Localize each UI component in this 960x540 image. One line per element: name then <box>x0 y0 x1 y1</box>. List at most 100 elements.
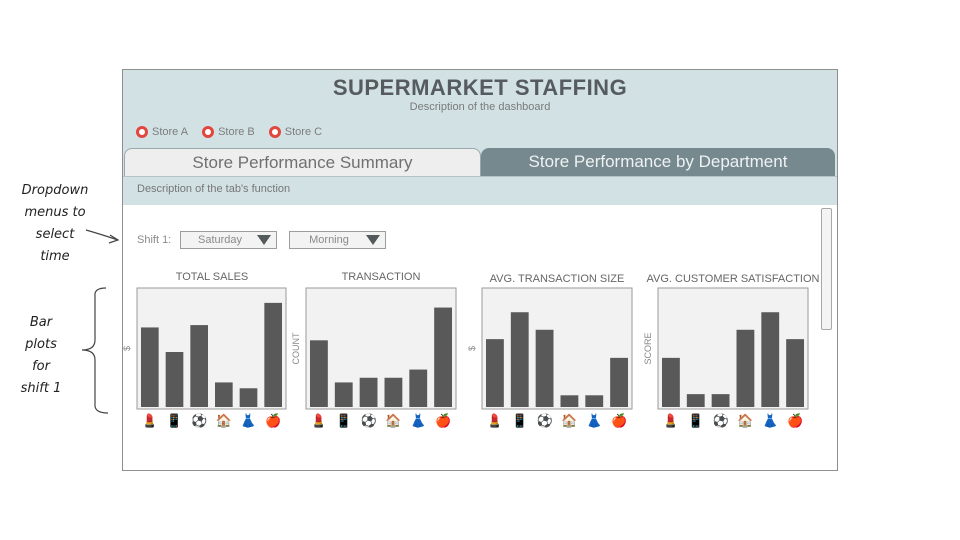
dress-icon: 👗 <box>762 413 778 428</box>
bar <box>215 382 233 407</box>
bar <box>190 325 208 407</box>
shift-label: Shift 1: <box>137 234 172 246</box>
annotation-line: plots <box>25 337 57 352</box>
bar <box>409 369 428 407</box>
annotation-line: shift 1 <box>20 381 62 396</box>
bar <box>510 312 529 407</box>
apple-icon: 🍎 <box>611 412 627 428</box>
annotation-arrowhead <box>108 234 120 244</box>
ball-icon: ⚽ <box>190 413 207 428</box>
store-radio-group: Store A Store B Store C <box>136 126 322 138</box>
time-dropdown[interactable]: Morning <box>289 231 386 249</box>
dashboard-subtitle: Description of the dashboard <box>409 101 551 113</box>
tab-description-bar: Description of the tab's function <box>123 176 837 205</box>
chart-4: AVG. CUSTOMER SATISFACTION SCORE 💄 📱 ⚽ 🏠 👗 🍎 <box>643 273 820 428</box>
home-icon: 🏠 <box>737 413 753 428</box>
bar <box>610 357 628 407</box>
vertical-scrollbar[interactable] <box>821 208 832 330</box>
chart-title: AVG. CUSTOMER SATISFACTION <box>647 273 820 285</box>
home-icon: 🏠 <box>385 413 401 428</box>
bar <box>662 357 680 407</box>
lipstick-icon: 💄 <box>487 412 503 428</box>
home-icon: 🏠 <box>216 413 232 428</box>
bar <box>736 329 755 407</box>
bar <box>264 302 282 407</box>
store-a-radio[interactable]: Store A <box>136 126 188 138</box>
radio-circle-icon <box>202 126 215 138</box>
bar <box>535 329 554 407</box>
dress-icon: 👗 <box>586 413 602 428</box>
phone-icon: 📱 <box>166 413 182 428</box>
tab-store-performance-summary[interactable]: Store Performance Summary <box>124 148 481 176</box>
phone-icon: 📱 <box>688 413 704 428</box>
annotation-line: select <box>35 227 75 242</box>
dress-icon: 👗 <box>240 413 256 428</box>
y-axis-label: $ <box>123 346 132 351</box>
plot-area <box>305 287 457 410</box>
bar <box>686 394 705 407</box>
time-dropdown-value: Morning <box>309 234 349 246</box>
ball-icon: ⚽ <box>535 413 552 428</box>
dress-icon: 👗 <box>410 413 426 428</box>
tab-store-performance-by-department[interactable]: Store Performance by Department <box>481 148 835 176</box>
radio-circle-icon <box>268 126 281 138</box>
annotation-bar-plots: Bar plots for shift 1 <box>6 312 76 400</box>
store-label: Store C <box>284 126 323 138</box>
ball-icon: ⚽ <box>359 413 376 428</box>
tab-description: Description of the tab's function <box>137 183 291 195</box>
annotation-line: time <box>40 249 70 264</box>
bar <box>486 339 504 407</box>
bar <box>786 339 804 407</box>
y-axis-label: SCORE <box>643 332 653 364</box>
bar <box>560 395 579 407</box>
annotation-brace <box>81 287 109 414</box>
annotation-line: Dropdown <box>21 183 89 198</box>
y-axis-label: $ <box>467 346 477 351</box>
plot-area <box>481 287 633 410</box>
lipstick-icon: 💄 <box>142 412 158 428</box>
annotation-line: for <box>32 359 50 374</box>
phone-icon: 📱 <box>336 413 352 428</box>
apple-icon: 🍎 <box>265 412 281 428</box>
bar <box>585 395 604 407</box>
phone-icon: 📱 <box>512 413 528 428</box>
dropdown-arrow-icon <box>366 235 380 245</box>
store-b-radio[interactable]: Store B <box>202 126 255 138</box>
bar <box>165 352 184 407</box>
y-axis-label: COUNT <box>291 332 301 364</box>
chart-title: TRANSACTION <box>342 271 421 283</box>
home-icon: 🏠 <box>561 413 577 428</box>
annotation-dropdown-menus: Dropdown menus to select time <box>12 180 98 268</box>
dashboard-title: SUPERMARKET STAFFING <box>332 75 628 100</box>
plot-area <box>136 287 287 410</box>
bar <box>761 312 780 407</box>
lipstick-icon: 💄 <box>663 412 679 428</box>
bar <box>711 394 730 407</box>
bar <box>434 307 452 407</box>
ball-icon: ⚽ <box>711 413 728 428</box>
chart-1: TOTAL SALES $ 💄 📱 ⚽ 🏠 👗 🍎 <box>123 271 287 428</box>
bar <box>384 377 403 407</box>
store-label: Store A <box>152 126 189 138</box>
plot-area <box>657 287 809 410</box>
chart-3: AVG. TRANSACTION SIZE $ 💄 📱 ⚽ 🏠 👗 🍎 <box>467 273 633 428</box>
dashboard-frame: SUPERMARKET STAFFING Description of the … <box>122 69 838 471</box>
annotation-line: Bar <box>29 315 53 330</box>
chart-2: TRANSACTION COUNT 💄 📱 ⚽ 🏠 👗 🍎 <box>291 271 457 428</box>
bar <box>141 327 159 407</box>
bar <box>334 382 353 407</box>
apple-icon: 🍎 <box>787 412 803 428</box>
lipstick-icon: 💄 <box>311 412 327 428</box>
day-dropdown[interactable]: Saturday <box>180 231 277 249</box>
radio-circle-icon <box>136 126 148 138</box>
chart-title: AVG. TRANSACTION SIZE <box>490 273 625 285</box>
dropdown-arrow-icon <box>257 235 271 245</box>
bar <box>239 388 258 407</box>
day-dropdown-value: Saturday <box>197 234 243 246</box>
store-c-radio[interactable]: Store C <box>268 126 323 138</box>
dashboard-header: SUPERMARKET STAFFING Description of the … <box>123 70 837 205</box>
chart-title: TOTAL SALES <box>176 271 249 283</box>
store-label: Store B <box>218 126 255 138</box>
apple-icon: 🍎 <box>435 412 451 428</box>
bar <box>310 340 328 407</box>
